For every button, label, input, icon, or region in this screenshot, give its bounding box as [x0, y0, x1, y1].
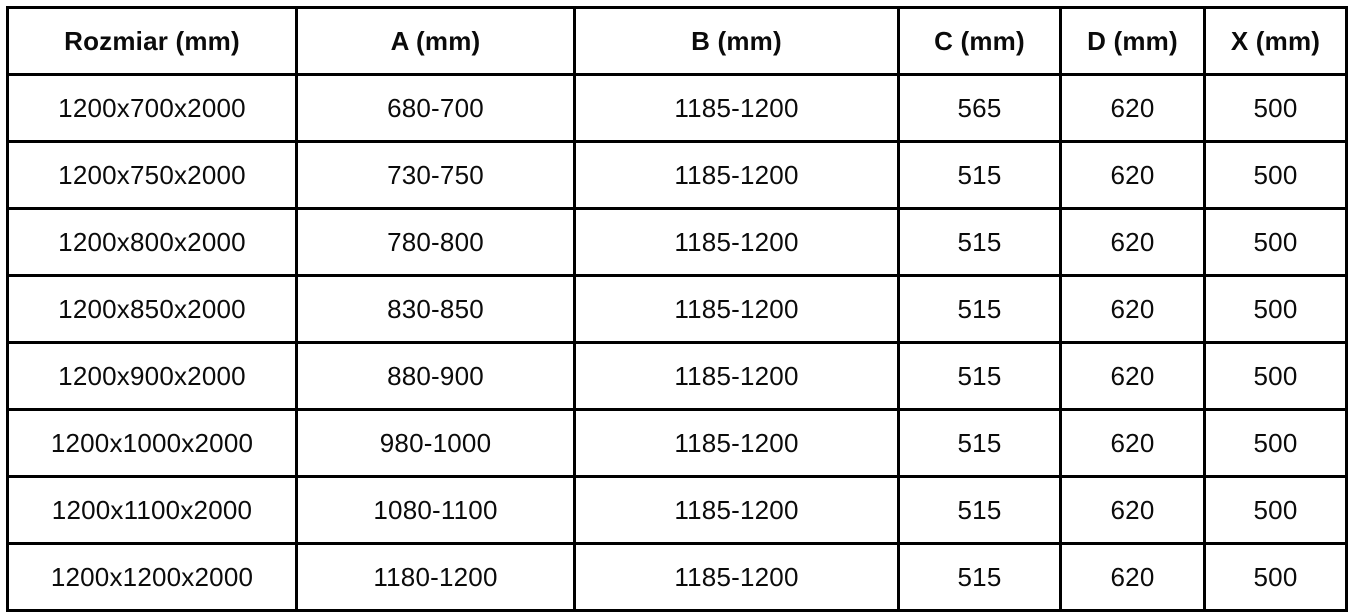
table-row: 1200x1100x2000 1080-1100 1185-1200 515 6… — [6, 475, 1348, 545]
cell-d: 620 — [1059, 140, 1206, 210]
cell-x: 500 — [1203, 475, 1348, 545]
table-row: 1200x850x2000 830-850 1185-1200 515 620 … — [6, 274, 1348, 344]
cell-x: 500 — [1203, 140, 1348, 210]
cell-x: 500 — [1203, 207, 1348, 277]
cell-size: 1200x700x2000 — [6, 73, 298, 143]
column-header-d: D (mm) — [1059, 6, 1206, 76]
cell-c: 515 — [897, 207, 1062, 277]
cell-c: 515 — [897, 274, 1062, 344]
cell-a: 680-700 — [295, 73, 576, 143]
cell-a: 830-850 — [295, 274, 576, 344]
cell-c: 515 — [897, 542, 1062, 612]
table-header: Rozmiar (mm) A (mm) B (mm) C (mm) D (mm)… — [6, 6, 1348, 76]
table-row: 1200x900x2000 880-900 1185-1200 515 620 … — [6, 341, 1348, 411]
table-row: 1200x800x2000 780-800 1185-1200 515 620 … — [6, 207, 1348, 277]
cell-x: 500 — [1203, 274, 1348, 344]
cell-c: 515 — [897, 140, 1062, 210]
cell-x: 500 — [1203, 408, 1348, 478]
cell-x: 500 — [1203, 542, 1348, 612]
cell-b: 1185-1200 — [573, 73, 900, 143]
cell-size: 1200x1200x2000 — [6, 542, 298, 612]
cell-d: 620 — [1059, 475, 1206, 545]
cell-size: 1200x1000x2000 — [6, 408, 298, 478]
table-body: 1200x700x2000 680-700 1185-1200 565 620 … — [6, 73, 1348, 612]
table-row: 1200x700x2000 680-700 1185-1200 565 620 … — [6, 73, 1348, 143]
cell-a: 1080-1100 — [295, 475, 576, 545]
column-header-c: C (mm) — [897, 6, 1062, 76]
cell-d: 620 — [1059, 73, 1206, 143]
cell-a: 1180-1200 — [295, 542, 576, 612]
cell-size: 1200x1100x2000 — [6, 475, 298, 545]
cell-d: 620 — [1059, 542, 1206, 612]
cell-b: 1185-1200 — [573, 408, 900, 478]
cell-x: 500 — [1203, 73, 1348, 143]
cell-b: 1185-1200 — [573, 341, 900, 411]
cell-d: 620 — [1059, 207, 1206, 277]
cell-size: 1200x900x2000 — [6, 341, 298, 411]
column-header-size: Rozmiar (mm) — [6, 6, 298, 76]
cell-b: 1185-1200 — [573, 542, 900, 612]
cell-a: 780-800 — [295, 207, 576, 277]
cell-size: 1200x850x2000 — [6, 274, 298, 344]
cell-b: 1185-1200 — [573, 140, 900, 210]
cell-size: 1200x750x2000 — [6, 140, 298, 210]
cell-b: 1185-1200 — [573, 207, 900, 277]
cell-c: 515 — [897, 408, 1062, 478]
cell-a: 980-1000 — [295, 408, 576, 478]
cell-x: 500 — [1203, 341, 1348, 411]
cell-b: 1185-1200 — [573, 274, 900, 344]
column-header-x: X (mm) — [1203, 6, 1348, 76]
cell-a: 730-750 — [295, 140, 576, 210]
cell-d: 620 — [1059, 408, 1206, 478]
table-header-row: Rozmiar (mm) A (mm) B (mm) C (mm) D (mm)… — [6, 6, 1348, 76]
cell-c: 515 — [897, 341, 1062, 411]
table-row: 1200x1200x2000 1180-1200 1185-1200 515 6… — [6, 542, 1348, 612]
cell-d: 620 — [1059, 341, 1206, 411]
table-row: 1200x750x2000 730-750 1185-1200 515 620 … — [6, 140, 1348, 210]
cell-a: 880-900 — [295, 341, 576, 411]
cell-c: 565 — [897, 73, 1062, 143]
cell-c: 515 — [897, 475, 1062, 545]
cell-size: 1200x800x2000 — [6, 207, 298, 277]
column-header-a: A (mm) — [295, 6, 576, 76]
table-row: 1200x1000x2000 980-1000 1185-1200 515 62… — [6, 408, 1348, 478]
dimensions-table: Rozmiar (mm) A (mm) B (mm) C (mm) D (mm)… — [6, 6, 1348, 612]
spec-table-container: Rozmiar (mm) A (mm) B (mm) C (mm) D (mm)… — [6, 6, 1348, 612]
cell-b: 1185-1200 — [573, 475, 900, 545]
column-header-b: B (mm) — [573, 6, 900, 76]
cell-d: 620 — [1059, 274, 1206, 344]
